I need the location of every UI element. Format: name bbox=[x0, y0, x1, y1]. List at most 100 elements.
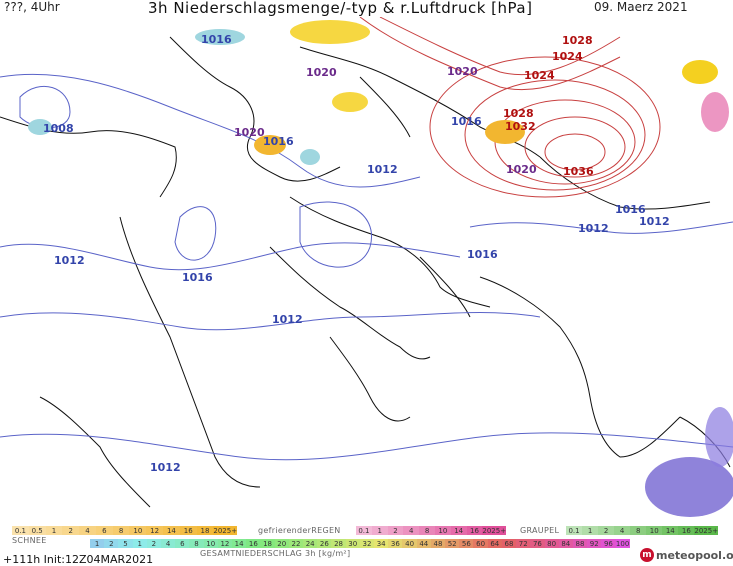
total-precip-scale: 1 2 5 1 2 4 6 8 10 12 14 16 18 20 22 24 26 28 30 32 34 36 40 44… bbox=[90, 539, 630, 548]
legend-cell: 28 bbox=[331, 539, 346, 548]
legend-cell: 8 bbox=[189, 539, 204, 548]
pressure-label: 1024 bbox=[552, 50, 583, 63]
legend-cell: 12 bbox=[217, 539, 233, 548]
legend-cell: 36 bbox=[388, 539, 403, 548]
legend-cell: 1 bbox=[132, 539, 147, 548]
pressure-label: 1036 bbox=[563, 165, 594, 178]
legend-cell: 10 bbox=[129, 526, 147, 535]
pressure-label: 1016 bbox=[182, 271, 213, 284]
legend-cell: 84 bbox=[558, 539, 573, 548]
legend-cell: 0.1 bbox=[566, 526, 583, 535]
graupel-scale: 0.1 1 2 4 8 10 14 16 2025+ bbox=[566, 526, 719, 535]
legend-cell: 10 bbox=[203, 539, 218, 548]
legend-cell: 16 bbox=[179, 526, 197, 535]
pressure-label: 1020 bbox=[306, 66, 337, 79]
pressure-labels: 1016 1020 1020 1028 1024 1024 1008 1020 … bbox=[43, 33, 670, 474]
pressure-label: 1012 bbox=[367, 163, 398, 176]
legend-cell: 8 bbox=[419, 526, 435, 535]
legend-cell: 4 bbox=[161, 539, 176, 548]
pressure-label: 1016 bbox=[615, 203, 646, 216]
brand-name: meteopool.org bbox=[656, 548, 733, 562]
legend-cell: 30 bbox=[345, 539, 360, 548]
pressure-label: 1016 bbox=[467, 248, 498, 261]
graupel-label: GRAUPEL bbox=[520, 526, 560, 535]
legend-cell: 34 bbox=[374, 539, 389, 548]
snow-label: SCHNEE bbox=[12, 536, 47, 545]
run-info: +111h Init:12Z04MAR2021 bbox=[3, 553, 154, 566]
legend-cell: 44 bbox=[416, 539, 431, 548]
meteopool-logo-icon: m bbox=[640, 548, 654, 562]
legend-cell: 76 bbox=[530, 539, 545, 548]
legend-cell: 60 bbox=[473, 539, 488, 548]
isobars-low bbox=[0, 73, 733, 461]
legend-cell: 6 bbox=[175, 539, 190, 548]
legend-cell: 2 bbox=[62, 526, 80, 535]
freezing-rain-scale: 0.1 1 2 4 8 10 14 16 2025+ bbox=[356, 526, 507, 535]
legend-cell: 14 bbox=[450, 526, 467, 535]
legend-cell: 6 bbox=[95, 526, 113, 535]
pressure-label: 1012 bbox=[272, 313, 303, 326]
legend-cell: 52 bbox=[445, 539, 460, 548]
legend-cell: 18 bbox=[196, 526, 214, 535]
legend-cell: 1 bbox=[45, 526, 63, 535]
legend-cell: 8 bbox=[112, 526, 130, 535]
pressure-label: 1012 bbox=[150, 461, 181, 474]
legend-cell: 88 bbox=[572, 539, 588, 548]
legend-cell: 2025+ bbox=[694, 526, 719, 535]
legend-cell: 40 bbox=[402, 539, 417, 548]
legend-cell: 18 bbox=[260, 539, 275, 548]
pressure-label: 1016 bbox=[201, 33, 232, 46]
header-bar: ???, 4Uhr 3h Niederschlagsmenge/-typ & r… bbox=[0, 0, 733, 17]
map-title: 3h Niederschlagsmenge/-typ & r.Luftdruck… bbox=[148, 0, 533, 17]
pressure-label: 1012 bbox=[54, 254, 85, 267]
legend-cell: 80 bbox=[544, 539, 559, 548]
legend-cell: 8 bbox=[630, 526, 647, 535]
legend-cell: 1 bbox=[582, 526, 599, 535]
isobars-high bbox=[359, 16, 661, 198]
legend-cell: 100 bbox=[615, 539, 630, 548]
pressure-label: 1012 bbox=[639, 215, 670, 228]
legend-cell: 2 bbox=[387, 526, 404, 535]
legend-cell: 22 bbox=[288, 539, 304, 548]
legend-cell: 64 bbox=[487, 539, 502, 548]
legend-cell: 2 bbox=[104, 539, 119, 548]
pressure-label: 1028 bbox=[562, 34, 593, 47]
legend-cell: 26 bbox=[317, 539, 332, 548]
valid-date: 09. Maerz 2021 bbox=[594, 0, 688, 14]
legend-cell: 56 bbox=[459, 539, 474, 548]
legend-cell: 16 bbox=[678, 526, 695, 535]
legend-cell: 1 bbox=[371, 526, 388, 535]
pressure-label: 1028 bbox=[503, 107, 534, 120]
legend-cell: 4 bbox=[79, 526, 96, 535]
pressure-label: 1020 bbox=[447, 65, 478, 78]
legend-cell: 24 bbox=[303, 539, 318, 548]
legend-cell: 14 bbox=[232, 539, 247, 548]
legend-cell: 14 bbox=[662, 526, 679, 535]
legend-cell: 0.1 bbox=[356, 526, 372, 535]
pressure-label: 1032 bbox=[505, 120, 536, 133]
legend-cell: 92 bbox=[587, 539, 602, 548]
total-precip-label: GESAMTNIEDERSCHLAG 3h [kg/m²] bbox=[200, 549, 351, 558]
legend-cell: 2 bbox=[146, 539, 162, 548]
legend-cell: 96 bbox=[601, 539, 616, 548]
legend-cell: 20 bbox=[274, 539, 289, 548]
legend-cell: 4 bbox=[614, 526, 631, 535]
pressure-label: 1020 bbox=[234, 126, 265, 139]
brand-logo[interactable]: m meteopool.org bbox=[640, 548, 733, 562]
pressure-label: 1024 bbox=[524, 69, 555, 82]
legend-cell: 16 bbox=[466, 526, 483, 535]
pressure-label: 1012 bbox=[578, 222, 609, 235]
legend-cell: 2025+ bbox=[213, 526, 238, 535]
freezing-rain-label: gefrierenderREGEN bbox=[258, 526, 341, 535]
map-canvas: 1016 1020 1020 1028 1024 1024 1008 1020 … bbox=[0, 16, 733, 517]
legend-cell: 14 bbox=[163, 526, 180, 535]
legend-cell: 10 bbox=[434, 526, 451, 535]
legend-cell: 16 bbox=[246, 539, 261, 548]
legend-cell: 10 bbox=[646, 526, 663, 535]
weather-map: 1016 1020 1020 1028 1024 1024 1008 1020 … bbox=[0, 16, 733, 522]
legend-cell: 2025+ bbox=[482, 526, 507, 535]
legend-cell: 0.1 bbox=[12, 526, 29, 535]
legend-cell: 4 bbox=[403, 526, 420, 535]
legend-cell: 68 bbox=[501, 539, 517, 548]
precipitation-patches bbox=[28, 20, 733, 517]
